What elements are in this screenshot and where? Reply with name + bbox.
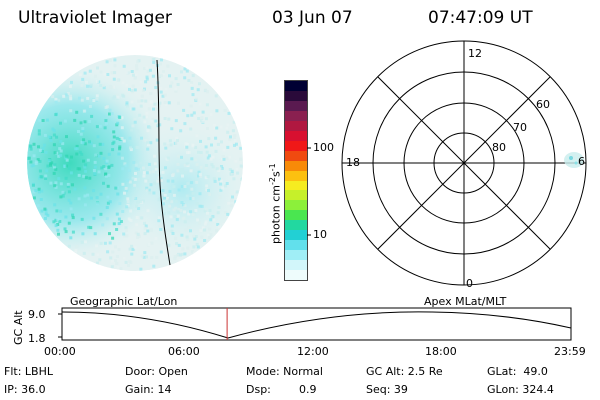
colorbar-swatch (285, 110, 307, 121)
colorbar (284, 80, 308, 281)
timeline-left-caption: Geographic Lat/Lon (70, 295, 178, 308)
mlat-label-80: 80 (492, 141, 506, 154)
mlt-label-0: 0 (466, 277, 473, 290)
colorbar-swatch (285, 190, 307, 201)
colorbar-swatch (285, 210, 307, 221)
colorbar-swatch (285, 270, 307, 280)
status-dsp-label: Dsp: (246, 383, 271, 396)
status-gc-alt: GC Alt: 2.5 Re (366, 365, 443, 378)
colorbar-swatch (285, 130, 307, 141)
colorbar-swatch (285, 170, 307, 181)
observation-date: 03 Jun 07 (272, 8, 353, 28)
colorbar-swatch (285, 260, 307, 271)
timeline-xtick-1800: 18:00 (425, 345, 457, 358)
colorbar-swatch (285, 160, 307, 171)
timeline-xtick-2359: 23:59 (554, 345, 586, 358)
colorbar-swatch (285, 90, 307, 101)
colorbar-swatch (285, 240, 307, 251)
mlt-label-12: 12 (468, 47, 482, 60)
status-dsp-value: 0.9 (299, 383, 317, 396)
observation-time: 07:47:09 UT (428, 8, 533, 28)
status-filter: Flt: LBHL (4, 365, 53, 378)
mlat-label-60: 60 (536, 98, 550, 111)
colorbar-swatch (285, 81, 307, 91)
altitude-curve (61, 311, 572, 339)
timeline-ytick-1-8: 1.8 (28, 332, 46, 345)
colorbar-tick-10: 10 (313, 228, 327, 241)
terminator-line (156, 59, 171, 266)
instrument-title: Ultraviolet Imager (18, 8, 172, 28)
colorbar-swatch (285, 220, 307, 231)
colorbar-swatch (285, 200, 307, 211)
status-seq: Seq: 39 (366, 383, 408, 396)
colorbar-tick-100: 100 (313, 141, 334, 154)
timeline-xtick-1200: 12:00 (297, 345, 329, 358)
colorbar-swatch (285, 100, 307, 111)
status-mode: Mode: Normal (246, 365, 323, 378)
colorbar-swatch (285, 120, 307, 131)
status-gain: Gain: 14 (125, 383, 172, 396)
timeline-xtick-0600: 06:00 (168, 345, 200, 358)
timeline-right-caption: Apex MLat/MLT (424, 295, 507, 308)
status-glon: GLon: 324.4 (487, 383, 554, 396)
timeline-ytick-9: 9.0 (28, 308, 46, 321)
polar-aurora-spot (564, 152, 584, 168)
colorbar-swatch (285, 140, 307, 151)
mlt-label-18: 18 (346, 156, 360, 169)
timeline-xtick-0000: 00:00 (44, 345, 76, 358)
status-ip: IP: 36.0 (4, 383, 46, 396)
colorbar-swatch (285, 230, 307, 241)
colorbar-swatch (285, 150, 307, 161)
colorbar-swatch (285, 180, 307, 191)
status-door: Door: Open (125, 365, 188, 378)
mlt-label-6: 6 (578, 155, 585, 168)
colorbar-swatch (285, 250, 307, 261)
status-glat: GLat: 49.0 (487, 365, 548, 378)
mlat-label-70: 70 (513, 121, 527, 134)
